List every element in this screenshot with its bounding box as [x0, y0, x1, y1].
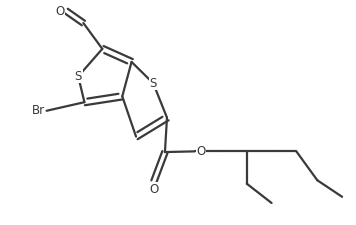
Text: S: S [74, 70, 82, 83]
Text: O: O [149, 183, 158, 196]
Text: O: O [196, 145, 205, 158]
Text: S: S [150, 77, 157, 90]
Text: Br: Br [32, 104, 45, 117]
Text: O: O [55, 4, 64, 18]
